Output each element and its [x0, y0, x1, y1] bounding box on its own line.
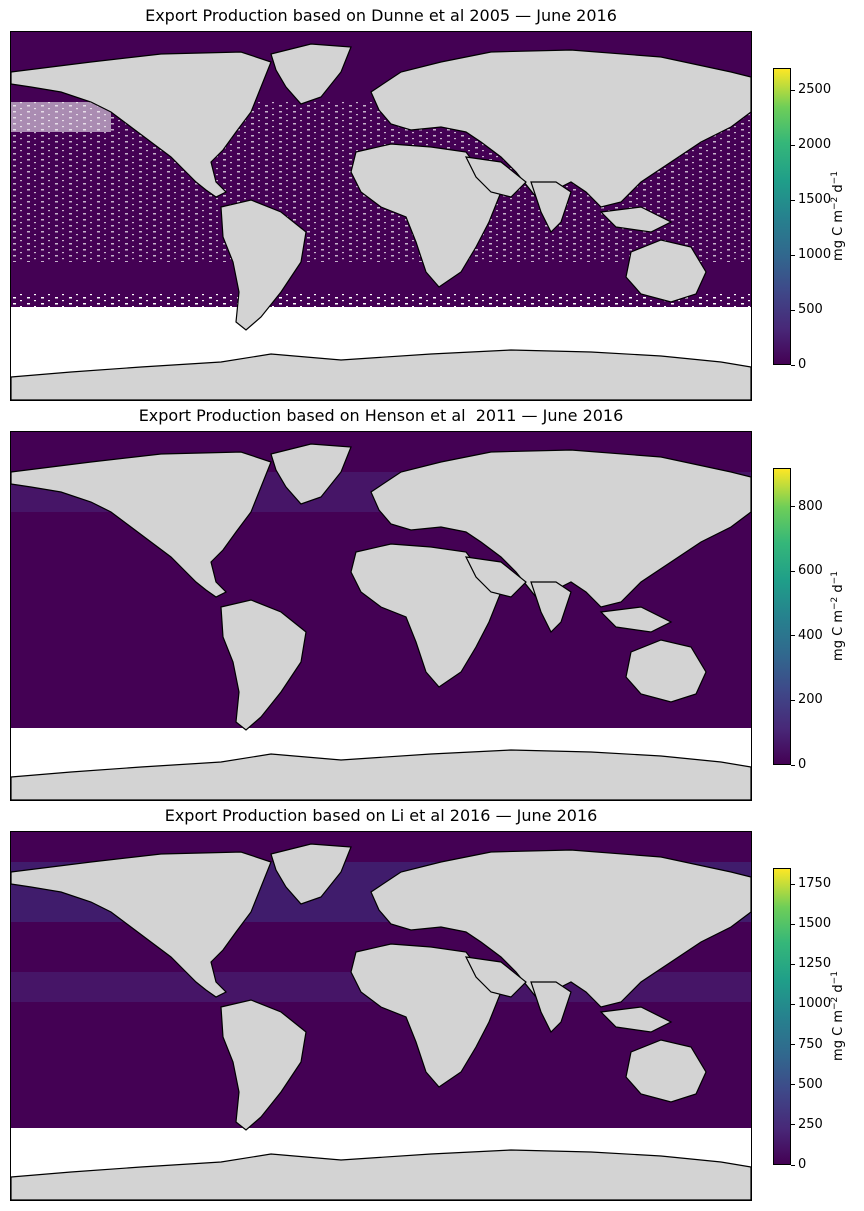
colorbar-label: mg C m−2 d−1 [829, 571, 847, 661]
map-panel-henson: Export Production based on Henson et al … [0, 400, 864, 801]
eurasia [370, 849, 751, 1008]
colorbar-label: mg C m−2 d−1 [829, 171, 847, 261]
arabia [464, 556, 527, 598]
north-america [11, 451, 272, 598]
no-data-south [11, 294, 751, 308]
greenland [270, 43, 352, 105]
antarctica [11, 349, 751, 400]
india [530, 581, 572, 634]
colorbar-tick-label: 750 [798, 1036, 823, 1052]
land-masses [11, 443, 751, 800]
no-data-south [291, 1128, 691, 1136]
south-america [220, 999, 307, 1131]
australia [625, 239, 707, 303]
south-america [220, 599, 307, 731]
australia [625, 1039, 707, 1103]
colorbar-tick-label: 0 [798, 757, 807, 772]
north-america [11, 851, 272, 998]
colorbar-tick-label: 500 [798, 1076, 823, 1092]
colorbar-ticks: 0 200 400 600 800 [791, 468, 861, 772]
antarctica [11, 749, 751, 800]
colorbar [773, 468, 791, 765]
colorbar-tick-label: 1000 [798, 996, 832, 1012]
colorbar-tick-label: 400 [798, 627, 823, 643]
colorbar-tick-label: 600 [798, 563, 823, 579]
colorbar [773, 68, 791, 365]
africa [350, 943, 502, 1088]
eurasia [370, 449, 751, 608]
eurasia [370, 49, 751, 208]
arabia [464, 956, 527, 998]
colorbar-tick-label: 500 [798, 302, 823, 317]
africa [350, 143, 502, 288]
world-map [10, 431, 752, 801]
colorbar [773, 868, 791, 1165]
greenland [270, 443, 352, 505]
map-svg [11, 32, 751, 400]
colorbar-label: mg C m−2 d−1 [829, 971, 847, 1061]
colorbar-tick-label: 1000 [798, 247, 832, 262]
india [530, 981, 572, 1034]
colorbar-ticks: 0 500 1000 1500 2000 2500 [791, 68, 861, 372]
map-svg [11, 432, 751, 800]
colorbar-tick-label: 1500 [798, 916, 832, 932]
north-america [11, 51, 272, 198]
colorbar-tick-label: 2500 [798, 82, 832, 97]
panel-title: Export Production based on Dunne et al 2… [145, 6, 617, 25]
colorbar-tick-label: 0 [798, 1157, 807, 1172]
land-masses [11, 43, 751, 400]
arabia [464, 156, 527, 198]
colorbar-tick-label: 1500 [798, 192, 832, 207]
africa [350, 543, 502, 688]
no-data-south [291, 728, 691, 736]
world-map [10, 31, 752, 401]
world-map [10, 831, 752, 1201]
colorbar-tick-label: 2000 [798, 137, 832, 152]
panel-title: Export Production based on Li et al 2016… [164, 806, 598, 825]
map-panel-li: Export Production based on Li et al 2016… [0, 800, 864, 1201]
colorbar-tick-label: 800 [798, 498, 823, 514]
indonesia [599, 206, 673, 233]
no-data-north [11, 102, 111, 132]
panel-title: Export Production based on Henson et al … [138, 406, 624, 425]
indonesia [599, 1006, 673, 1033]
colorbar-tick-label: 0 [798, 357, 807, 372]
greenland [270, 843, 352, 905]
antarctica [11, 1149, 751, 1200]
south-america [220, 199, 307, 331]
colorbar-tick-label: 1250 [798, 956, 832, 972]
map-panel-dunne: Export Production based on Dunne et al 2… [0, 0, 864, 401]
australia [625, 639, 707, 703]
colorbar-ticks: 0 250 500 750 1000 1250 1500 1750 [791, 868, 861, 1172]
map-svg [11, 832, 751, 1200]
colorbar-tick-label: 1750 [798, 876, 832, 892]
indonesia [599, 606, 673, 633]
colorbar-tick-label: 250 [798, 1116, 823, 1132]
land-masses [11, 843, 751, 1200]
colorbar-tick-label: 200 [798, 692, 823, 708]
india [530, 181, 572, 234]
